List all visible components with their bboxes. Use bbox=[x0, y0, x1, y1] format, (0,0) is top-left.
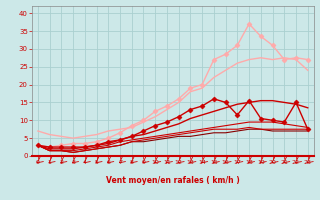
X-axis label: Vent moyen/en rafales ( km/h ): Vent moyen/en rafales ( km/h ) bbox=[106, 176, 240, 185]
